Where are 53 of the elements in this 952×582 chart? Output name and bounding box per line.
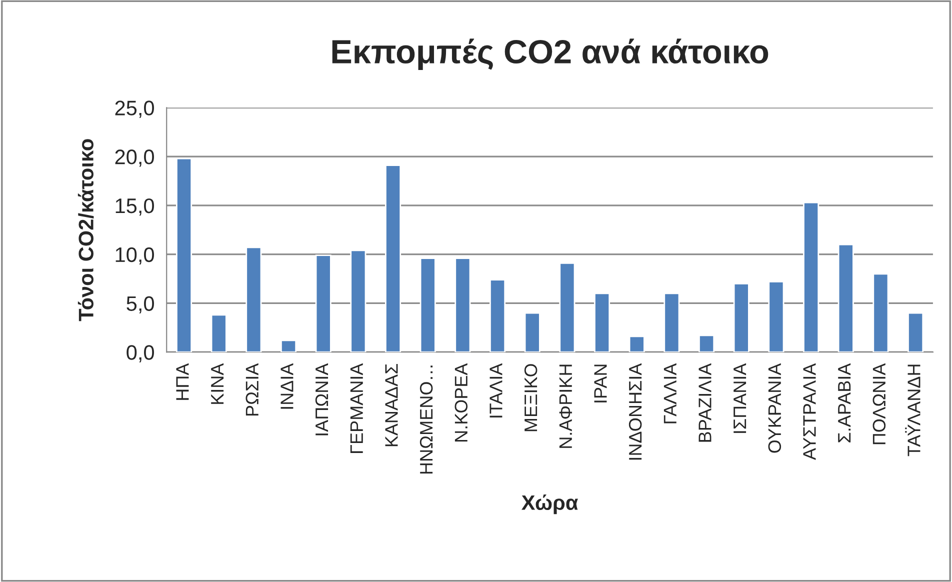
bar [594, 292, 610, 352]
bar [420, 258, 436, 352]
bar [246, 246, 262, 352]
bar [838, 244, 854, 352]
y-axis-title: Τόνοι CO2/κάτοικο [78, 139, 94, 322]
x-tick-label: ΟΥΚΡΑΝΙΑ [768, 363, 782, 453]
x-tick-label: ΤΑΫΛΑΝΔΗ [905, 364, 920, 456]
y-tick-label: 10,0 [116, 247, 154, 265]
x-tick-label: ΗΠΑ [176, 363, 189, 400]
x-tick-label: ΑΥΣΤΡΑΛΙΑ [803, 363, 816, 460]
bar [315, 254, 332, 352]
x-tick-label: ΓΑΛΛΙΑ [664, 363, 676, 424]
bar [350, 250, 366, 352]
x-tick-label: ΜΕΞΙΚΟ [524, 364, 538, 432]
x-tick-label: ΗΝΩΜΕΝΟ… [420, 366, 433, 474]
x-tick-label: ΓΕΡΜΑΝΙΑ [350, 363, 363, 453]
bar [628, 336, 645, 352]
x-axis-title: Χώρα [522, 494, 578, 514]
bar [872, 273, 889, 352]
x-tick-label: ΙΑΠΩΝΙΑ [315, 363, 328, 436]
x-tick-label: ΙΣΠΑΝΙΑ [734, 363, 746, 433]
y-tick-label: 25,0 [115, 100, 154, 118]
bar [385, 164, 402, 352]
bar [454, 258, 471, 352]
bar [803, 202, 820, 352]
bar [280, 340, 297, 352]
x-tick-label: ΒΡΑΖΙΛΙΑ [698, 363, 712, 442]
x-tick-label: ΡΩΣΙΑ [246, 363, 258, 416]
y-tick-label: 0,0 [126, 345, 154, 362]
y-tick-label: 5,0 [126, 296, 154, 314]
bar [559, 262, 576, 352]
x-tick-label: Ν.ΚΟΡΕΑ [454, 363, 468, 442]
y-tick-label: 20,0 [115, 150, 154, 167]
chart-title: Εκπομπές CO2 ανά κάτοικο [332, 38, 768, 70]
x-tick-label: ΙΡΑΝ [594, 364, 607, 402]
y-tick-label: 15,0 [116, 198, 154, 216]
bar [210, 314, 227, 352]
x-tick-label: Ν.ΑΦΡΙΚΗ [559, 364, 572, 448]
x-tick-label: ΙΤΑΛΙΑ [490, 363, 502, 418]
bar [733, 282, 750, 352]
bar [698, 334, 715, 352]
bar [176, 158, 192, 352]
bar [490, 279, 506, 352]
bar [908, 312, 924, 352]
bar [768, 281, 784, 352]
x-tick-label: ΙΝΔΙΑ [280, 363, 294, 409]
x-tick-label: ΙΝΔΟΝΗΣΙΑ [628, 363, 642, 460]
x-tick-label: ΚΑΝΑΔΑΣ [385, 364, 398, 446]
x-tick-label: ΚΙΝΑ [211, 363, 224, 404]
bar [524, 312, 540, 352]
x-tick-label: Σ.ΑΡΑΒΙΑ [838, 363, 851, 442]
bar [664, 292, 680, 352]
x-tick-label: ΠΟΛΩΝΙΑ [872, 363, 886, 444]
